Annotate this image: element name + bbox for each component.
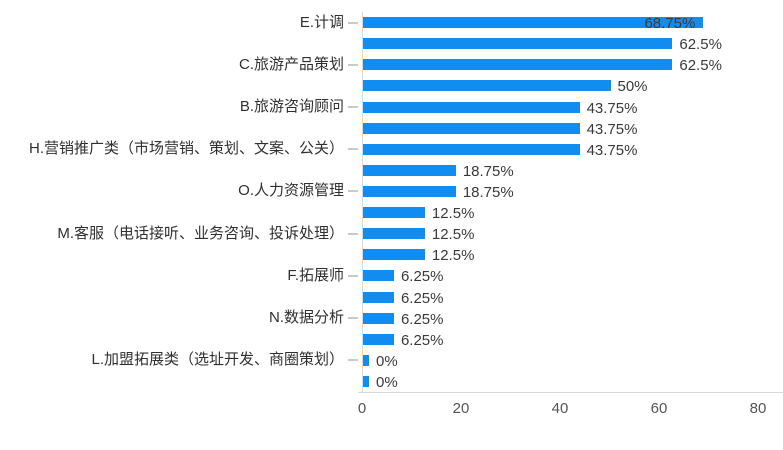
category-label: H.营销推广类（市场营销、策划、文案、公关） bbox=[28, 140, 344, 158]
category-tick bbox=[348, 148, 358, 151]
category-label: E.计调 bbox=[299, 13, 344, 31]
category-label: M.客服（电话接听、业务咨询、投诉处理） bbox=[57, 224, 344, 242]
category-tick bbox=[348, 21, 358, 24]
bar[interactable] bbox=[363, 291, 394, 303]
bar-value-label: 18.75% bbox=[462, 162, 514, 180]
x-axis-tick-label: 20 bbox=[452, 400, 470, 417]
bar-value-label: 6.25% bbox=[400, 268, 444, 286]
bar[interactable] bbox=[363, 122, 580, 134]
bar-value-label: 62.5% bbox=[679, 36, 722, 54]
bar[interactable] bbox=[363, 101, 580, 113]
bar-value-label: 43.75% bbox=[586, 99, 638, 117]
bar-value-label: 0% bbox=[376, 352, 398, 370]
category-tick bbox=[348, 317, 358, 320]
bar[interactable] bbox=[363, 270, 394, 282]
category-label: O.人力资源管理 bbox=[238, 182, 344, 200]
bar-value-label: 12.5% bbox=[431, 226, 475, 244]
category-label: C.旅游产品策划 bbox=[238, 55, 344, 73]
bar[interactable] bbox=[363, 185, 456, 197]
x-axis-tick-label: 0 bbox=[357, 400, 367, 417]
bar[interactable] bbox=[363, 80, 611, 92]
bar-value-label: 6.25% bbox=[400, 310, 444, 328]
x-axis-line bbox=[358, 392, 783, 393]
bar[interactable] bbox=[363, 17, 704, 29]
bar-value-label: 43.75% bbox=[586, 120, 638, 138]
bar-value-label: 18.75% bbox=[462, 183, 514, 201]
category-label: F.拓展师 bbox=[287, 266, 344, 284]
bar-value-label: 12.5% bbox=[431, 247, 475, 265]
bar[interactable] bbox=[363, 354, 369, 366]
bar[interactable] bbox=[363, 164, 456, 176]
bar-value-label: 6.25% bbox=[400, 289, 444, 307]
bar[interactable] bbox=[363, 228, 425, 240]
category-label: L.加盟拓展类（选址开发、商圈策划） bbox=[91, 351, 344, 369]
x-axis-tick-label: 40 bbox=[551, 400, 569, 417]
bar[interactable] bbox=[363, 207, 425, 219]
category-tick bbox=[348, 190, 358, 193]
bar[interactable] bbox=[363, 249, 425, 261]
category-tick bbox=[348, 63, 358, 66]
x-axis-tick-label: 60 bbox=[650, 400, 668, 417]
category-label: N.数据分析 bbox=[268, 309, 344, 327]
bar[interactable] bbox=[363, 143, 580, 155]
category-tick bbox=[348, 359, 358, 362]
category-tick bbox=[348, 106, 358, 108]
bar[interactable] bbox=[363, 38, 673, 50]
bar[interactable] bbox=[363, 312, 394, 324]
bar-value-label: 43.75% bbox=[586, 141, 638, 159]
bar-value-label: 68.75% bbox=[644, 15, 696, 33]
category-label: B.旅游咨询顾问 bbox=[239, 98, 344, 115]
bar-value-label: 12.5% bbox=[431, 205, 475, 223]
bar-value-label: 0% bbox=[376, 373, 398, 391]
y-axis-line bbox=[362, 12, 363, 392]
bar-value-label: 62.5% bbox=[679, 57, 722, 75]
category-tick bbox=[348, 232, 358, 235]
bar[interactable] bbox=[363, 59, 673, 71]
x-axis-tick-label: 80 bbox=[749, 400, 767, 417]
category-tick bbox=[348, 274, 358, 277]
bar-value-label: 6.25% bbox=[400, 331, 444, 349]
bar[interactable] bbox=[363, 333, 394, 345]
bar[interactable] bbox=[363, 375, 369, 387]
bar-value-label: 50% bbox=[617, 78, 648, 96]
